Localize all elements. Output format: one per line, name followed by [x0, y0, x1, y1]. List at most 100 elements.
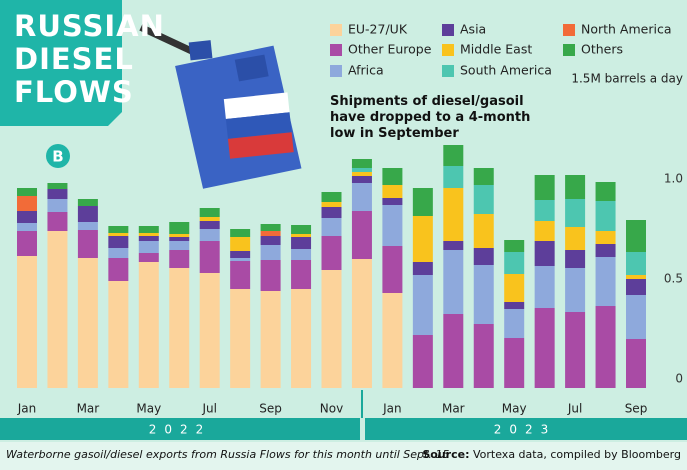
- bar-segment: [473, 324, 494, 388]
- y-tick-label: 1.0: [664, 172, 683, 186]
- bar-segment: [382, 246, 403, 293]
- bar-segment: [17, 196, 37, 211]
- bar-segment: [17, 231, 37, 256]
- bar-segment: [565, 199, 586, 227]
- bar-segment: [443, 166, 464, 188]
- bar-segment: [565, 227, 586, 250]
- bar-segment: [412, 275, 433, 335]
- bar-segment: [534, 308, 555, 388]
- x-tick-label: Jan: [382, 402, 402, 416]
- bar-segment: [169, 241, 190, 250]
- bar-segment: [595, 182, 616, 201]
- bar-segment: [473, 185, 494, 214]
- bar-segment: [199, 217, 220, 221]
- bar-segment: [626, 252, 646, 275]
- bar-segment: [321, 218, 342, 236]
- bar-segment: [565, 250, 586, 268]
- bar-segment: [138, 262, 159, 388]
- x-tick-label: Mar: [442, 402, 465, 416]
- bar-segment: [565, 268, 586, 312]
- bar-segment: [17, 211, 37, 223]
- y-tick-label: 1.5M barrels a day: [571, 72, 683, 86]
- x-tick-label: Sep: [625, 402, 648, 416]
- bar-segment: [504, 240, 525, 252]
- bar-segment: [108, 248, 129, 258]
- bar-segment: [199, 221, 220, 229]
- bar-segment: [47, 231, 68, 388]
- bar-segment: [534, 266, 555, 308]
- bar-segment: [77, 206, 98, 222]
- bar-segment: [321, 202, 342, 207]
- bar-segment: [169, 234, 190, 237]
- y-tick-label: 0.5: [664, 272, 683, 286]
- bar-segment: [351, 159, 372, 168]
- bar-segment: [230, 251, 251, 258]
- bar-segment: [230, 237, 251, 251]
- bar-segment: [534, 241, 555, 266]
- bar-segment: [138, 233, 159, 236]
- bar-segment: [626, 275, 646, 279]
- year-label: 2023: [494, 423, 557, 437]
- x-tick-label: Jul: [567, 402, 582, 416]
- bar-segment: [260, 245, 281, 260]
- bar-segment: [351, 176, 372, 183]
- x-tick-label: Mar: [77, 402, 100, 416]
- bar-segment: [321, 192, 342, 202]
- bar-segment: [534, 221, 555, 241]
- bar-segment: [291, 237, 312, 249]
- bar-segment: [169, 250, 190, 268]
- bar-segment: [534, 175, 555, 200]
- x-tick-label: Jul: [201, 402, 216, 416]
- chart-subtitle: Shipments of diesel/gasoil have dropped …: [330, 94, 531, 141]
- bar-segment: [595, 244, 616, 257]
- bar-segment: [77, 199, 98, 206]
- bar-segment: [412, 188, 433, 216]
- bar-segment: [138, 226, 159, 233]
- title-box: [0, 0, 122, 126]
- footer-band: [0, 442, 687, 470]
- source: Source: Vortexa data, compiled by Bloomb…: [422, 448, 681, 461]
- bar-segment: [291, 249, 312, 260]
- legend-swatch: [330, 24, 342, 36]
- bar-segment: [291, 260, 312, 289]
- logo: B: [52, 148, 63, 166]
- x-tick-label: May: [136, 402, 161, 416]
- legend-swatch: [330, 44, 342, 56]
- bar-segment: [351, 259, 372, 388]
- bar-segment: [169, 237, 190, 241]
- bar-segment: [595, 257, 616, 306]
- bar-segment: [321, 270, 342, 388]
- bar-segment: [595, 201, 616, 231]
- footnote: Waterborne gasoil/diesel exports from Ru…: [6, 448, 450, 461]
- bar-segment: [138, 253, 159, 262]
- bar-segment: [565, 175, 586, 199]
- bar-segment: [351, 211, 372, 259]
- bar-segment: [382, 198, 403, 205]
- bar-segment: [77, 230, 98, 258]
- bar-segment: [321, 236, 342, 270]
- y-tick-label: 0: [675, 372, 683, 386]
- bar-segment: [47, 183, 68, 189]
- logo-circle: [46, 144, 70, 168]
- legend-swatch: [563, 44, 575, 56]
- x-tick-label: Jan: [17, 402, 37, 416]
- bar-segment: [351, 183, 372, 211]
- bar-segment: [626, 279, 646, 295]
- bar-segment: [412, 262, 433, 275]
- bar-segment: [412, 335, 433, 388]
- chart-title: RUSSIAN DIESEL FLOWS: [14, 9, 165, 109]
- bar-segment: [534, 200, 555, 221]
- legend-label: EU-27/UK: [348, 22, 408, 37]
- bar-segment: [230, 261, 251, 289]
- bar-segment: [595, 306, 616, 388]
- legend-swatch: [563, 24, 575, 36]
- bar-segment: [504, 252, 525, 274]
- bar-segment: [595, 231, 616, 244]
- bar-segment: [230, 289, 251, 388]
- bar-segment: [169, 222, 190, 234]
- bar-segment: [108, 233, 129, 236]
- bar-segment: [108, 236, 129, 248]
- bar-segment: [138, 236, 159, 241]
